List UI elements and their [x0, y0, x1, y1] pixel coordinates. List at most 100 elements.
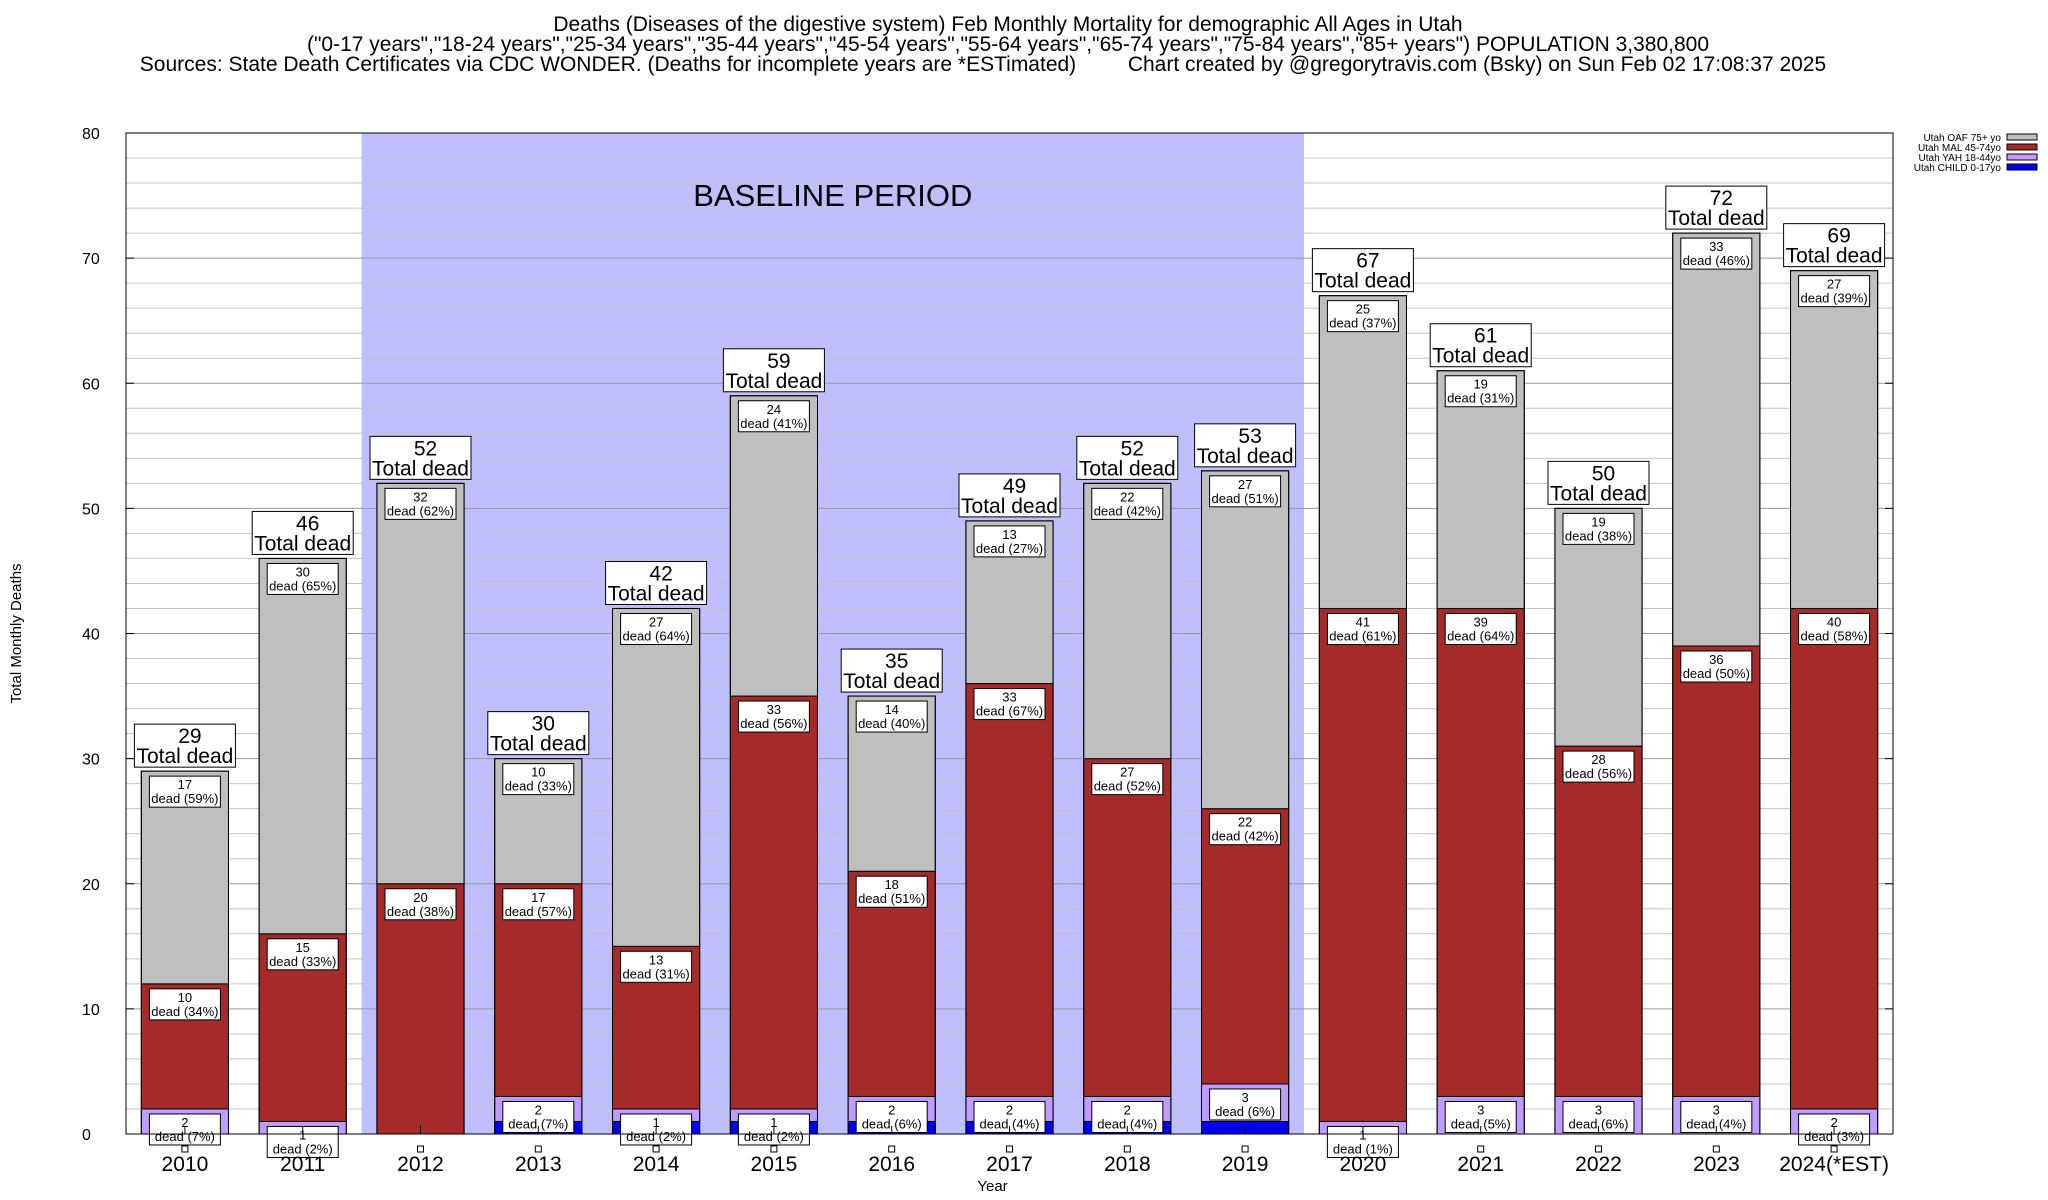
- segment-label-text: dead (67%): [976, 704, 1043, 719]
- segment-label-text: 32: [413, 489, 427, 504]
- segment-label-box: [855, 875, 928, 908]
- segment-label-box: [1444, 375, 1517, 408]
- total-suffix: Total dead: [961, 495, 1058, 518]
- segment-label-text: 2: [1006, 1102, 1013, 1117]
- segment-label-text: 1: [1359, 1127, 1366, 1142]
- segment-label-text: dead (59%): [151, 791, 218, 806]
- segment-label-text: 2: [181, 1115, 188, 1130]
- segment-label-text: dead (4%): [1686, 1116, 1746, 1131]
- segment-label-text: 27: [1827, 277, 1841, 292]
- bar-oaf-segment: [1554, 507, 1643, 747]
- segment-label-text: 17: [178, 777, 192, 792]
- segment-label-text: 2: [1830, 1115, 1837, 1130]
- total-suffix: Total dead: [725, 370, 822, 393]
- segment-label-text: 18: [884, 877, 898, 892]
- segment-label-box: [1326, 300, 1399, 333]
- total-suffix: Total dead: [372, 457, 469, 480]
- title-line-1: Deaths (Diseases of the digestive system…: [553, 13, 1462, 36]
- title-line-2: ("0-17 years","18-24 years","25-34 years…: [307, 33, 1709, 56]
- segment-label-text: dead (31%): [622, 966, 689, 981]
- legend-swatch-mal: [2006, 143, 2038, 151]
- bar-oaf-segment: [376, 482, 465, 885]
- segment-label-box: [1680, 650, 1753, 683]
- bar-base-marker: [888, 1145, 896, 1153]
- segment-label-text: dead (2%): [626, 1129, 686, 1144]
- bar-mal-segment: [1790, 607, 1879, 1110]
- total-label-box: [1783, 223, 1886, 268]
- segment-label-text: 27: [1238, 477, 1252, 492]
- segment-label-text: 17: [531, 890, 545, 905]
- segment-label-text: 36: [1709, 652, 1723, 667]
- segment-label-text: 2: [888, 1102, 895, 1117]
- x-tick-label: 2017: [986, 1153, 1033, 1176]
- segment-label-text: 3: [1595, 1102, 1602, 1117]
- bar-mal-segment: [729, 695, 818, 1110]
- total-label-box: [487, 711, 590, 756]
- total-value: 49: [1003, 475, 1026, 498]
- total-suffix: Total dead: [1550, 482, 1647, 505]
- segment-label-text: dead (7%): [155, 1129, 215, 1144]
- legend-label-mal: Utah MAL 45-74yo: [1918, 143, 2001, 154]
- segment-label-text: 3: [1713, 1102, 1720, 1117]
- bar-oaf-segment: [258, 557, 347, 935]
- total-label-box: [1194, 423, 1297, 468]
- total-value: 67: [1356, 250, 1379, 273]
- segment-label-text: 39: [1473, 614, 1487, 629]
- segment-label-text: 3: [1477, 1102, 1484, 1117]
- segment-label-box: [1798, 612, 1871, 645]
- segment-label-box: [1444, 612, 1517, 645]
- x-tick-label: 2014: [633, 1153, 680, 1176]
- y-tick-label: 0: [82, 1127, 91, 1144]
- total-suffix: Total dead: [1079, 457, 1176, 480]
- segment-label-text: dead (62%): [387, 503, 454, 518]
- bar-mal-segment: [1201, 808, 1290, 1085]
- segment-label-text: dead (56%): [740, 716, 807, 731]
- bar-mal-segment: [1672, 645, 1761, 1097]
- total-label-box: [251, 510, 354, 555]
- segment-label-text: 1: [299, 1127, 306, 1142]
- bar-mal-segment: [1318, 607, 1407, 1122]
- bar-mal-segment: [1554, 745, 1643, 1097]
- segment-label-box: [855, 700, 928, 733]
- segment-label-text: dead (38%): [1565, 528, 1632, 543]
- segment-label-box: [266, 938, 339, 971]
- total-value: 50: [1592, 462, 1615, 485]
- segment-label-text: dead (2%): [744, 1129, 804, 1144]
- total-label-box: [840, 648, 943, 693]
- segment-label-text: dead (6%): [1215, 1104, 1275, 1119]
- legend-swatch-yah: [2006, 153, 2038, 161]
- segment-label-box: [1209, 475, 1282, 508]
- segment-label-text: 13: [649, 952, 663, 967]
- bar-base-marker: [1477, 1145, 1485, 1153]
- segment-label-text: dead (46%): [1683, 253, 1750, 268]
- bar-oaf-segment: [1790, 270, 1879, 609]
- segment-label-text: dead (61%): [1329, 628, 1396, 643]
- segment-label-text: dead (33%): [269, 954, 336, 969]
- total-label-box: [722, 348, 825, 393]
- x-tick-label: 2018: [1104, 1153, 1151, 1176]
- segment-label-box: [737, 700, 810, 733]
- y-tick-label: 70: [82, 251, 100, 268]
- bar-base-marker: [1830, 1145, 1838, 1153]
- bar-oaf-segment: [1083, 482, 1172, 760]
- legend-label-child: Utah CHILD 0-17yo: [1914, 163, 2002, 174]
- y-tick-label: 20: [82, 877, 100, 894]
- segment-label-box: [1562, 750, 1635, 783]
